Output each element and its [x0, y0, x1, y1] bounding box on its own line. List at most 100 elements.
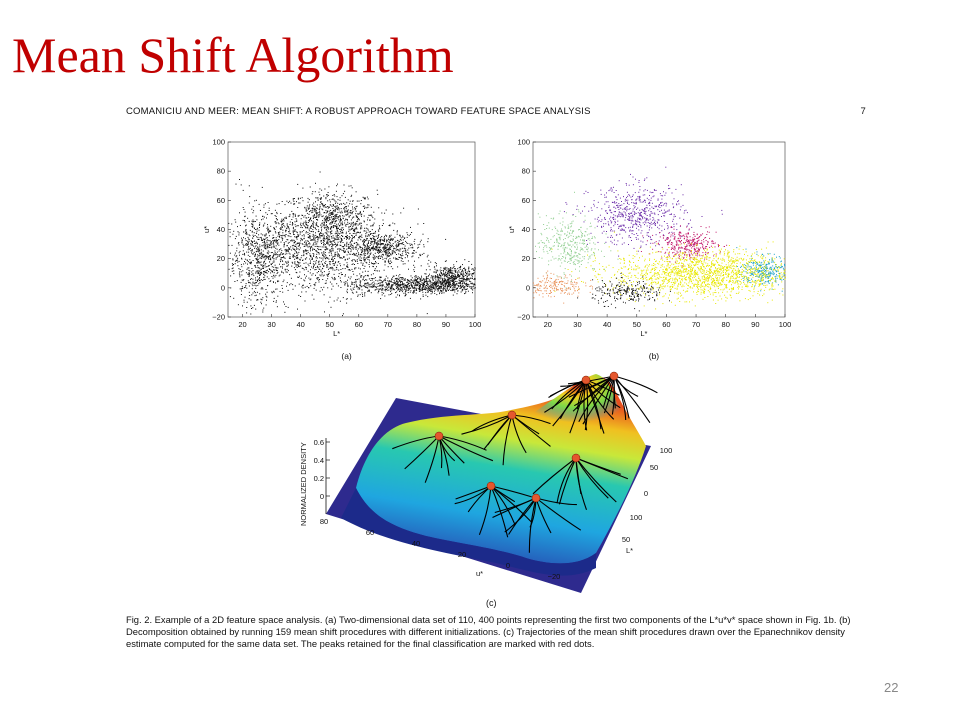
- data-point: [610, 227, 612, 229]
- data-point: [462, 282, 464, 284]
- data-point: [299, 244, 300, 246]
- data-point: [627, 199, 629, 201]
- data-point: [243, 279, 245, 280]
- data-point: [453, 282, 455, 284]
- data-point: [301, 286, 303, 288]
- data-point: [260, 271, 261, 273]
- data-point: [284, 236, 286, 238]
- data-point: [346, 214, 348, 216]
- data-point: [355, 213, 357, 215]
- data-point: [243, 237, 244, 239]
- data-point: [448, 268, 450, 270]
- data-point: [631, 230, 633, 232]
- data-point: [245, 243, 247, 244]
- data-point: [332, 227, 334, 229]
- data-point: [443, 279, 445, 281]
- data-point: [427, 296, 429, 298]
- data-point: [332, 263, 334, 265]
- data-point: [432, 283, 434, 285]
- data-point: [392, 238, 394, 240]
- data-point: [267, 250, 269, 252]
- data-point: [429, 285, 431, 287]
- data-point: [428, 290, 430, 291]
- data-point: [363, 197, 365, 199]
- data-point: [387, 260, 389, 262]
- data-point: [263, 204, 265, 206]
- data-point: [251, 274, 253, 276]
- data-point: [342, 313, 344, 315]
- data-point: [283, 279, 285, 281]
- data-point: [310, 250, 311, 252]
- data-point: [344, 224, 346, 226]
- data-point: [377, 235, 379, 237]
- data-point: [668, 209, 670, 211]
- data-point: [388, 261, 390, 263]
- data-point: [412, 247, 414, 249]
- data-point: [330, 231, 332, 233]
- data-point: [438, 285, 440, 287]
- data-point: [365, 239, 367, 241]
- data-point: [327, 234, 329, 236]
- data-point: [440, 267, 442, 269]
- data-point: [409, 243, 411, 245]
- data-point: [330, 212, 332, 214]
- data-point: [301, 291, 303, 293]
- data-point: [300, 296, 302, 297]
- data-point: [407, 279, 409, 281]
- data-point: [331, 258, 333, 260]
- data-point: [318, 277, 320, 279]
- data-point: [683, 212, 685, 214]
- data-point: [657, 199, 659, 201]
- data-point: [389, 248, 391, 250]
- data-point: [276, 242, 278, 244]
- data-point: [373, 263, 375, 265]
- data-point: [330, 209, 332, 211]
- data-point: [314, 269, 316, 271]
- data-point: [378, 250, 379, 251]
- data-point: [380, 284, 382, 286]
- data-point: [359, 256, 361, 258]
- data-point: [304, 286, 306, 288]
- data-point: [305, 227, 307, 229]
- data-point: [324, 227, 325, 229]
- data-point: [613, 243, 615, 245]
- data-point: [388, 294, 390, 296]
- data-point: [338, 255, 340, 257]
- data-point: [313, 253, 315, 255]
- data-point: [241, 290, 242, 292]
- data-point: [346, 290, 348, 292]
- data-point: [443, 271, 444, 273]
- data-point: [321, 252, 323, 254]
- data-point: [243, 301, 245, 303]
- data-point: [416, 282, 418, 284]
- data-point: [366, 238, 368, 240]
- data-point: [374, 241, 376, 243]
- data-point: [590, 207, 592, 209]
- data-point: [431, 284, 433, 286]
- data-point: [239, 225, 241, 226]
- data-point: [372, 249, 374, 251]
- data-point: [457, 271, 459, 273]
- data-point: [240, 271, 242, 273]
- data-point: [462, 280, 464, 282]
- data-point: [315, 256, 317, 257]
- data-point: [325, 258, 326, 260]
- data-point: [297, 197, 299, 199]
- data-point: [352, 237, 353, 239]
- data-point: [639, 196, 641, 198]
- data-point: [330, 217, 332, 219]
- data-point: [374, 268, 376, 270]
- data-point: [294, 263, 296, 265]
- data-point: [293, 200, 295, 202]
- data-point: [396, 247, 398, 249]
- data-point: [292, 288, 294, 290]
- data-point: [315, 211, 317, 213]
- data-point: [295, 265, 297, 267]
- data-point: [445, 284, 447, 286]
- data-point: [456, 277, 457, 279]
- data-point: [364, 241, 365, 243]
- data-point: [241, 239, 243, 241]
- data-point: [294, 221, 296, 223]
- data-point: [399, 254, 401, 255]
- data-point: [596, 207, 598, 209]
